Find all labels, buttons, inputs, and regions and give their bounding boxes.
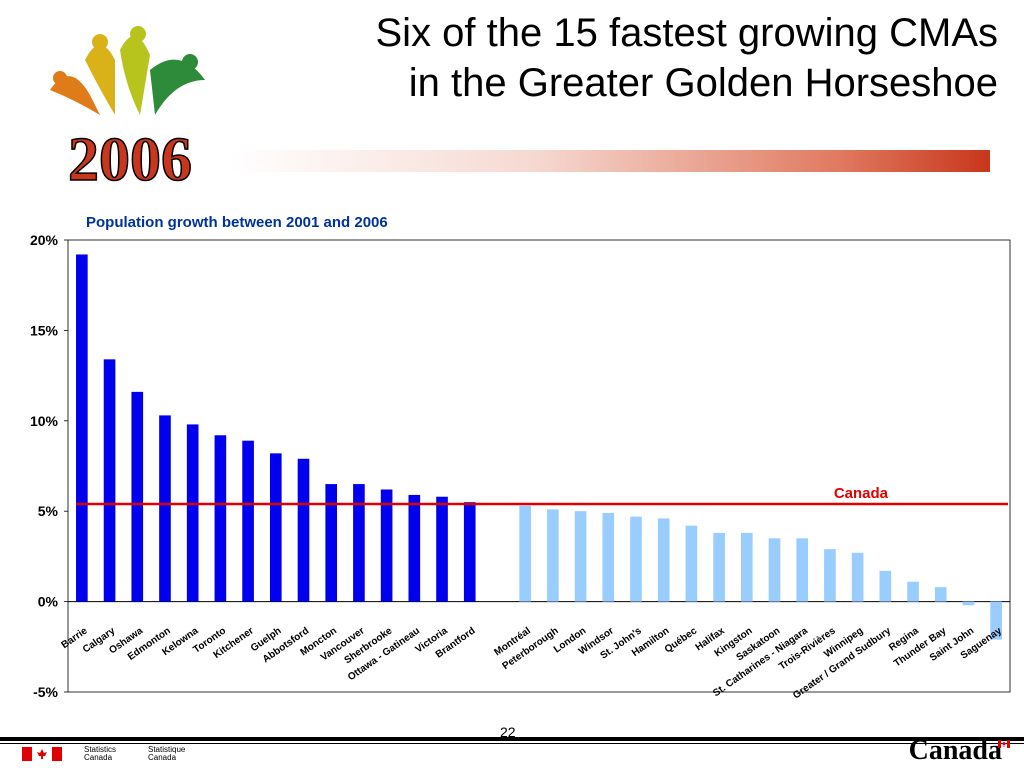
bar: [907, 581, 919, 602]
bar: [159, 415, 171, 602]
canada-average-label: Canada: [834, 485, 889, 502]
bar: [657, 518, 670, 602]
bar: [519, 505, 531, 602]
bar: [76, 254, 88, 602]
bar: [436, 496, 448, 602]
bar: [463, 502, 476, 602]
footer-rule: [0, 737, 1024, 741]
org-fr-line-1: Statistique: [148, 745, 186, 754]
bar: [380, 489, 393, 602]
slide-title-line-1: Six of the 15 fastest growing CMAs: [375, 11, 999, 55]
bar: [131, 391, 144, 602]
page-number: 22: [500, 724, 516, 740]
bar: [214, 435, 227, 602]
y-tick-label: 10%: [30, 413, 59, 429]
canada-wordmark: Canada: [908, 735, 1002, 766]
y-tick-label: -5%: [33, 684, 58, 700]
org-fr-line-2: Canada: [148, 753, 177, 762]
x-axis-labels: BarrieCalgaryOshawaEdmontonKelownaToront…: [60, 625, 1005, 701]
population-growth-chart: Population growth between 2001 and 2006 …: [30, 214, 1011, 701]
plot-area-border: [67, 239, 1011, 693]
canada-reference: Canada: [76, 485, 1008, 506]
chart-title: Population growth between 2001 and 2006: [86, 214, 388, 231]
bar: [574, 511, 587, 602]
bar: [934, 587, 947, 602]
bar: [408, 494, 421, 602]
bar: [242, 440, 254, 602]
org-name-french: Statistique Canada: [148, 746, 185, 762]
bar: [990, 601, 1002, 640]
logo-text: 2006: [68, 126, 192, 190]
slide-title-line-2: in the Greater Golden Horseshoe: [408, 61, 998, 105]
footer-rule-thin: [0, 743, 1024, 744]
bar: [103, 359, 116, 602]
slide-title: Six of the 15 fastest growing CMAs in th…: [376, 8, 999, 108]
y-tick-label: 5%: [38, 503, 59, 519]
bar: [269, 453, 282, 602]
bar: [796, 538, 809, 602]
bar: [685, 525, 698, 602]
org-en-line-1: Statistics: [84, 745, 117, 754]
title-gradient-bar: [230, 150, 990, 172]
canada-flag-icon: [22, 747, 62, 761]
bar: [740, 532, 753, 602]
bar: [353, 484, 365, 602]
bar: [186, 424, 199, 602]
bar: [768, 538, 781, 602]
bar: [851, 552, 864, 602]
bar: [297, 458, 310, 602]
census-2006-logo: 2006: [50, 26, 205, 190]
bar: [602, 513, 615, 602]
bar: [879, 570, 892, 602]
bar: [547, 509, 559, 602]
x-tick-label: Québec: [663, 625, 700, 655]
bar: [824, 549, 836, 602]
bar: [630, 516, 642, 602]
org-name-english: Statistics Canada: [84, 746, 116, 762]
wordmark-flag-icon: [998, 740, 1010, 748]
bar: [325, 484, 338, 602]
y-tick-label: 15%: [30, 322, 59, 338]
bars: [76, 254, 1002, 640]
org-en-line-2: Canada: [84, 753, 113, 762]
y-tick-label: 20%: [30, 232, 59, 248]
y-tick-label: 0%: [38, 594, 59, 610]
bar: [713, 532, 725, 602]
bar: [962, 601, 975, 606]
